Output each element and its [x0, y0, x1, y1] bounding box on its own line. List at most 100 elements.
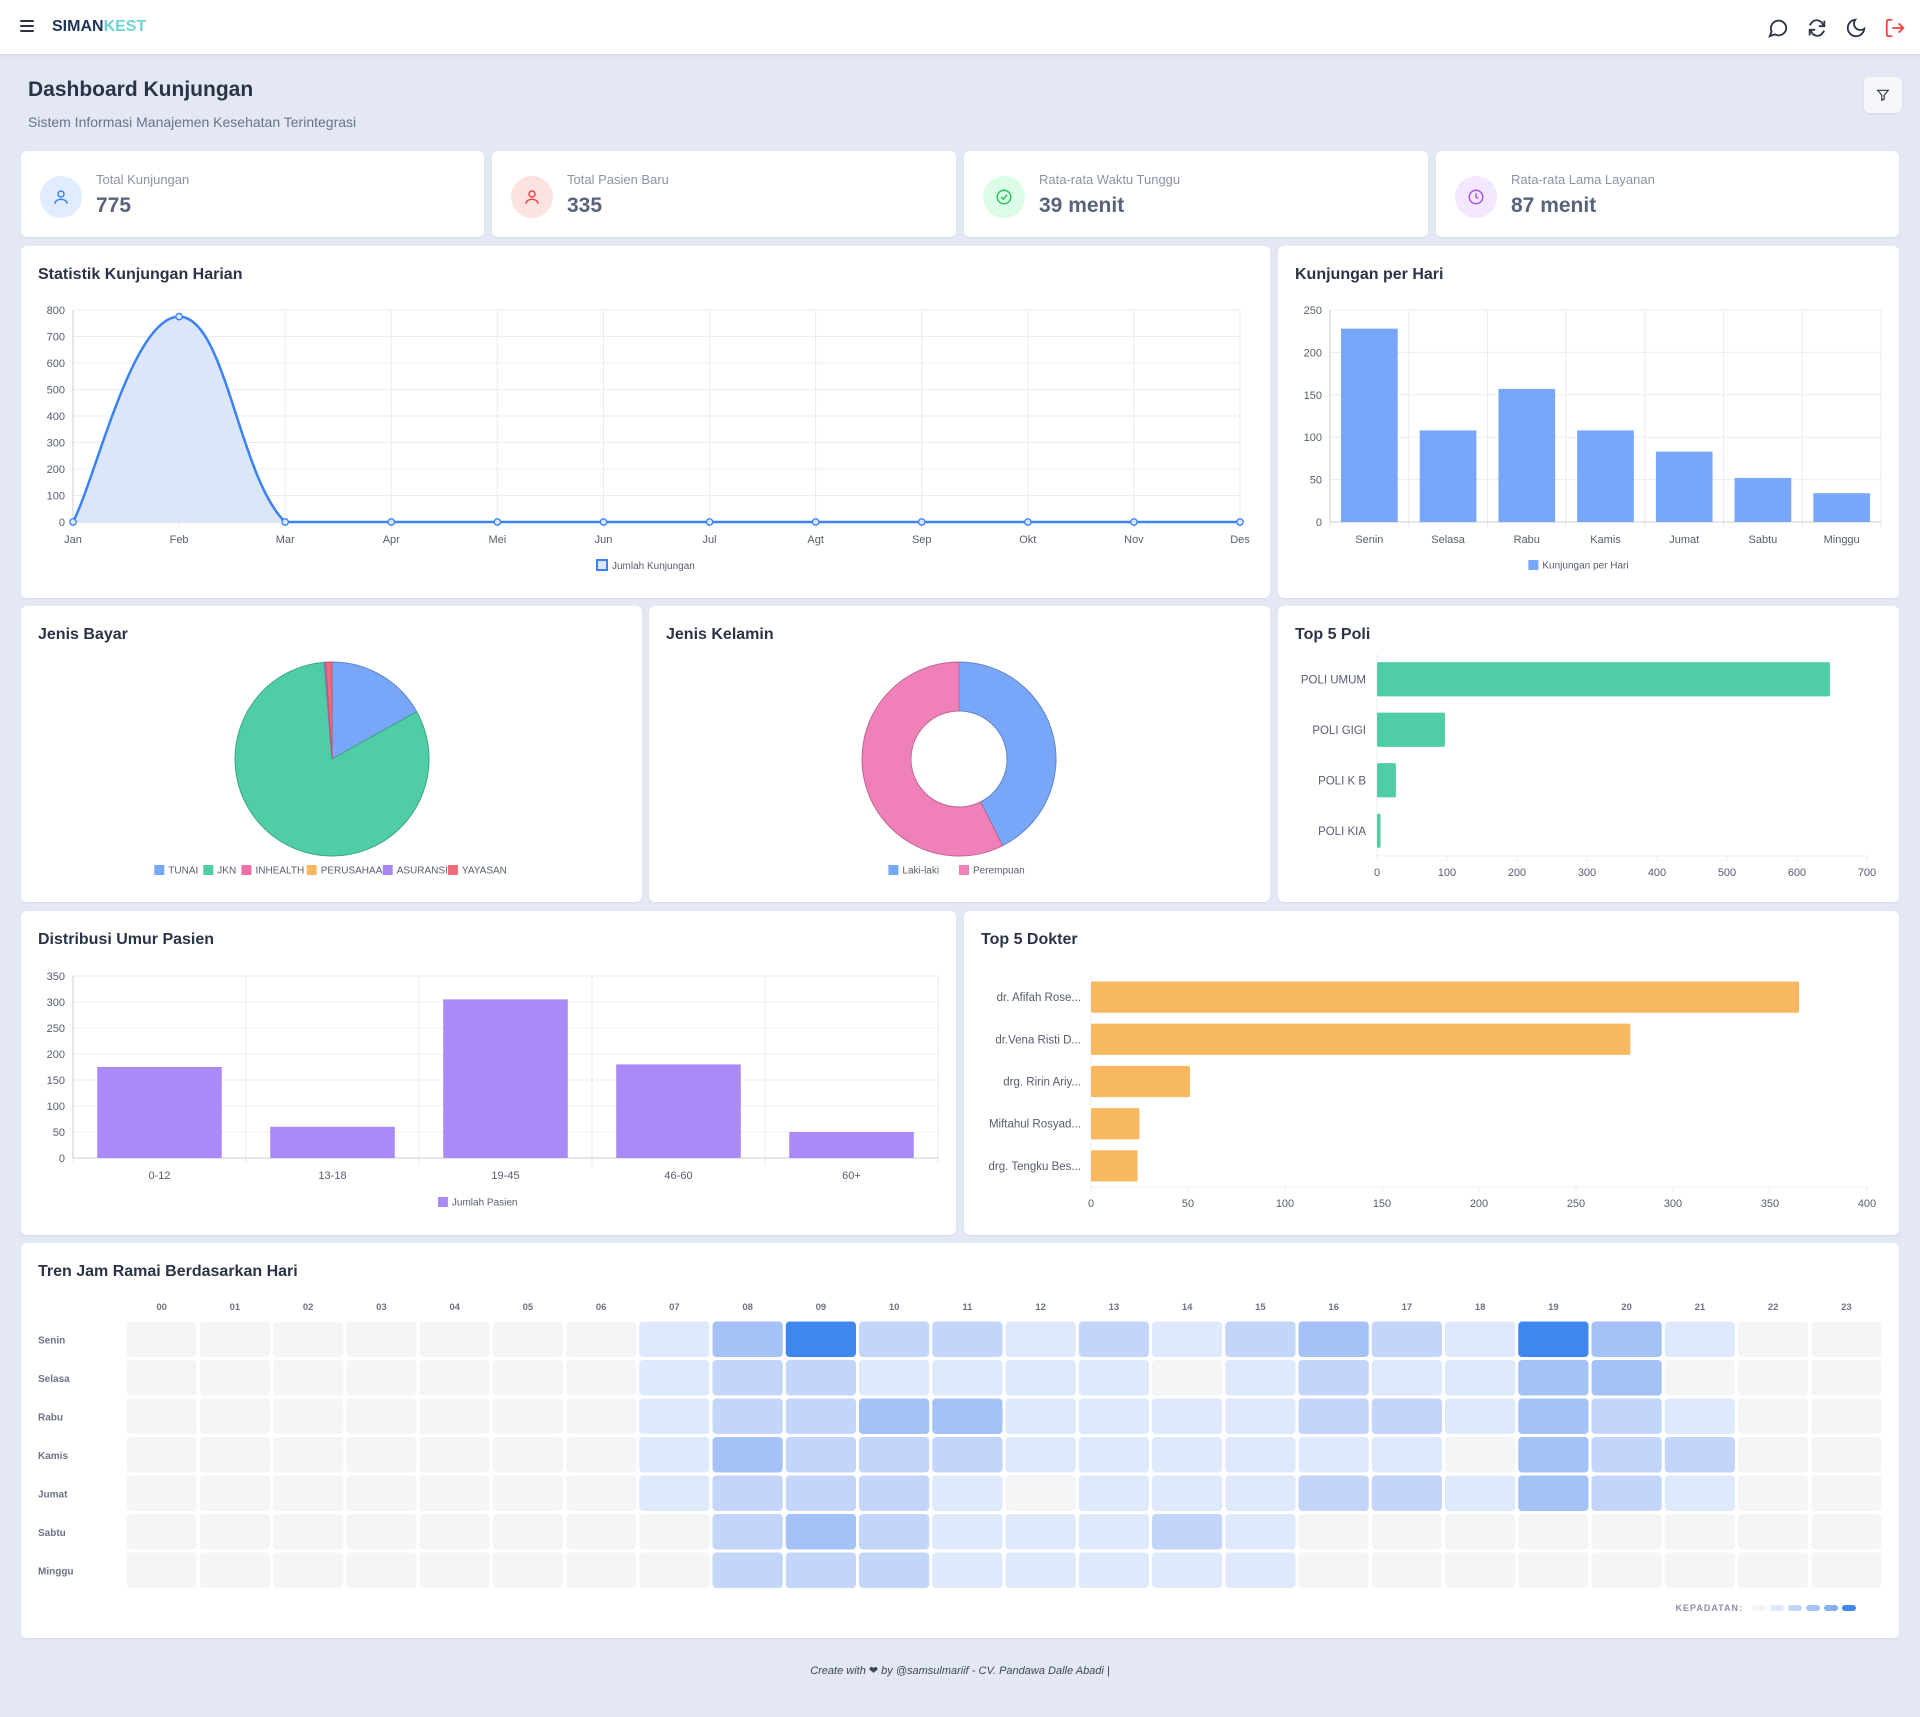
heat-cell — [1591, 1321, 1662, 1357]
day-label: Minggu — [38, 1566, 74, 1577]
heat-cell — [859, 1437, 930, 1473]
heat-cell — [346, 1398, 417, 1434]
hour-label: 00 — [156, 1302, 167, 1313]
heat-legend-swatch — [1752, 1605, 1766, 1611]
heat-cell — [859, 1398, 930, 1434]
card-top-5-dokter: Top 5 Dokter 0 50 100 150 200 250 300 350 400 dr.… — [964, 911, 1899, 1235]
heat-cell — [199, 1398, 270, 1434]
heat-cell — [712, 1321, 783, 1357]
bar — [789, 1132, 914, 1158]
heat-cell — [639, 1552, 710, 1588]
y-tick-label: 500 — [47, 385, 65, 397]
heat-cell — [1152, 1360, 1223, 1396]
x-tick-label: Minggu — [1824, 534, 1860, 546]
y-tick-label: 350 — [47, 971, 65, 983]
stat-card-waktu-tunggu: Rata-rata Waktu Tunggu 39 menit — [964, 151, 1428, 237]
y-tick-label: POLI K B — [1318, 775, 1366, 787]
pie-slice — [331, 661, 418, 760]
heat-cell — [1445, 1398, 1516, 1434]
stat-card-total-kunjungan: Total Kunjungan 775 — [21, 151, 484, 237]
heat-cell — [1225, 1321, 1296, 1357]
card-tren-jam-ramai: Tren Jam Ramai Berdasarkan Hari 00 01 02 03… — [21, 1243, 1899, 1638]
legend-label: Jumlah Pasien — [452, 1198, 518, 1209]
menu-icon[interactable] — [20, 20, 34, 32]
heat-cell — [1005, 1475, 1076, 1511]
heat-cell — [273, 1321, 344, 1357]
heat-cell — [1811, 1514, 1882, 1550]
heat-cell — [1445, 1360, 1516, 1396]
heat-cell — [785, 1321, 856, 1357]
heat-cell — [1738, 1437, 1809, 1473]
heat-cell — [126, 1514, 197, 1550]
legend-swatch — [241, 865, 252, 875]
y-tick-label: 200 — [47, 464, 65, 476]
logout-icon[interactable] — [1884, 17, 1906, 39]
heat-cell — [492, 1552, 563, 1588]
x-tick-label: 0 — [1374, 867, 1380, 879]
y-tick-label: 400 — [47, 411, 65, 423]
heat-cell — [273, 1398, 344, 1434]
y-tick-label: 200 — [47, 1049, 65, 1061]
heat-cell — [785, 1552, 856, 1588]
y-tick-label: 150 — [1304, 390, 1322, 402]
heat-cell — [1078, 1475, 1149, 1511]
bar — [1813, 493, 1870, 522]
data-point — [1236, 518, 1244, 526]
heat-cell — [1078, 1552, 1149, 1588]
heat-cell — [639, 1475, 710, 1511]
y-tick-label: 300 — [47, 438, 65, 450]
pie-chart-jenis-bayar: TUNAI JKN INHEALTH PERUSAHAAN ASURANSI YAYASA… — [154, 661, 507, 877]
heat-cell — [1811, 1475, 1882, 1511]
x-tick-label: Senin — [1355, 534, 1383, 546]
moon-icon[interactable] — [1845, 17, 1867, 39]
heat-cell — [199, 1514, 270, 1550]
heat-cell — [1811, 1360, 1882, 1396]
data-point — [917, 518, 926, 526]
heat-cell — [1005, 1398, 1076, 1434]
legend-label: INHEALTH — [256, 866, 305, 877]
heat-cell — [566, 1360, 637, 1396]
heat-cell — [1445, 1552, 1516, 1588]
logo-text-accent: KEST — [103, 18, 147, 35]
app-logo[interactable]: SIMANKEST — [52, 18, 146, 36]
x-tick-label: 150 — [1373, 1198, 1391, 1210]
pie-slice — [861, 661, 1004, 857]
y-tick-label: 0 — [1316, 517, 1322, 529]
footer-credit: Create with ❤ by @samsulmariif - CV. Pan… — [810, 1665, 1110, 1677]
heat-cell — [639, 1437, 710, 1473]
data-point — [281, 518, 290, 526]
refresh-icon[interactable] — [1806, 17, 1828, 39]
filter-button[interactable] — [1864, 77, 1902, 113]
x-tick-label: 0 — [1088, 1198, 1094, 1210]
pie-slice — [325, 661, 333, 760]
legend-swatch — [959, 865, 969, 875]
hour-label: 06 — [596, 1302, 607, 1313]
heat-cell — [1298, 1475, 1369, 1511]
heat-cell — [1298, 1360, 1369, 1396]
stat-label: Total Pasien Baru — [567, 172, 669, 187]
bar — [1734, 477, 1792, 522]
heat-cell — [1591, 1475, 1662, 1511]
legend-label: YAYASAN — [462, 866, 507, 877]
card-title: Jenis Kelamin — [666, 626, 774, 643]
bar — [1377, 813, 1381, 848]
heat-cell — [419, 1398, 490, 1434]
hour-label: 03 — [376, 1302, 387, 1313]
heat-cell — [785, 1514, 856, 1550]
x-tick-label: Kamis — [1590, 534, 1621, 546]
heat-cell — [1078, 1321, 1149, 1357]
heat-cell — [1518, 1398, 1589, 1434]
bar — [616, 1064, 741, 1158]
filter-icon — [1876, 89, 1890, 102]
heat-cell — [566, 1398, 637, 1434]
heat-cell — [419, 1514, 490, 1550]
bar-chart-distribusi-umur: 0 50 100 150 200 250 300 350 0-12 13-18 19-45 46-60… — [47, 971, 939, 1209]
heat-cell — [1591, 1552, 1662, 1588]
heat-legend-swatch — [1824, 1605, 1838, 1611]
chat-icon[interactable] — [1767, 17, 1789, 39]
x-tick-label: 700 — [1858, 867, 1876, 879]
heat-cell — [1738, 1321, 1809, 1357]
heat-cell — [1298, 1552, 1369, 1588]
x-tick-label: 46-60 — [664, 1170, 692, 1182]
bar — [1498, 388, 1556, 522]
